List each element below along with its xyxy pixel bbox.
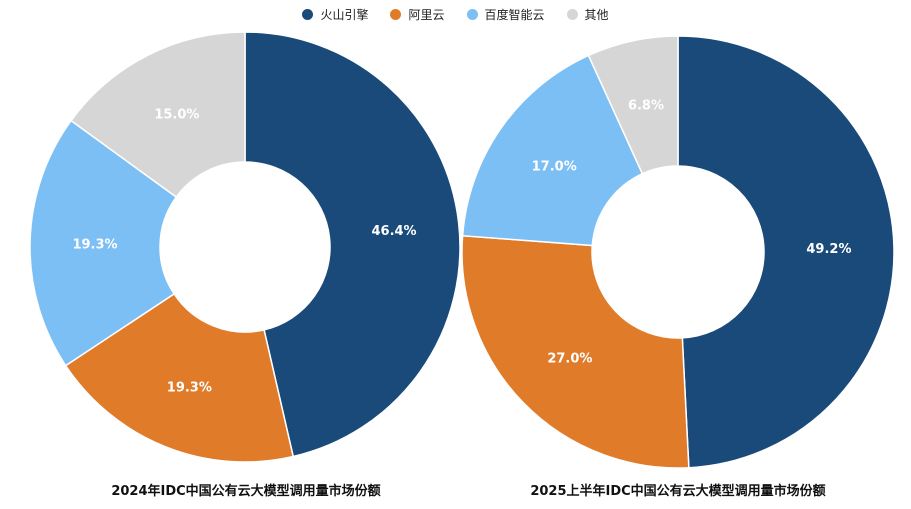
slice-label-0: 49.2% xyxy=(806,242,851,257)
donut-slice-3[interactable] xyxy=(587,35,679,175)
legend-dot xyxy=(390,8,402,20)
legend-dot xyxy=(302,8,314,20)
donut-slice-0[interactable] xyxy=(244,31,461,458)
legend-label: 阿里云 xyxy=(408,7,445,22)
slice-label-3: 6.8% xyxy=(628,98,664,113)
legend-label: 其他 xyxy=(584,7,609,22)
donut-slice-2[interactable] xyxy=(29,119,178,367)
slice-label-1: 19.3% xyxy=(167,380,212,395)
chart-title-2025h1: 2025上半年IDC中国公有云大模型调用量市场份额 xyxy=(530,484,826,499)
legend-label: 火山引擎 xyxy=(320,7,369,22)
legend-dot xyxy=(566,8,578,20)
donut-slice-1[interactable] xyxy=(461,234,690,469)
legend-item-aliyun[interactable]: 阿里云 xyxy=(390,6,445,23)
slice-label-2: 19.3% xyxy=(72,238,117,253)
slice-label-0: 46.4% xyxy=(371,224,416,239)
donut-slice-1[interactable] xyxy=(64,292,295,463)
donut-chart-2024: 46.4% 19.3% 19.3% 15.0% xyxy=(29,31,461,463)
legend-item-volcano[interactable]: 火山引擎 xyxy=(302,6,368,23)
slice-label-3: 15.0% xyxy=(154,107,199,122)
legend-dot xyxy=(466,8,478,20)
legend: 火山引擎 阿里云 百度智能云 其他 xyxy=(0,4,911,24)
legend-item-baidu[interactable]: 百度智能云 xyxy=(466,6,545,23)
slice-label-1: 27.0% xyxy=(547,351,592,366)
legend-label: 百度智能云 xyxy=(484,7,545,22)
chart-title-2024: 2024年IDC中国公有云大模型调用量市场份额 xyxy=(111,484,381,499)
donut-slice-0[interactable] xyxy=(677,35,895,469)
donut-slice-2[interactable] xyxy=(461,54,644,247)
legend-item-other[interactable]: 其他 xyxy=(566,6,609,23)
donut-slice-3[interactable] xyxy=(70,31,246,199)
donut-chart-2025h1: 49.2% 27.0% 17.0% 6.8% xyxy=(461,35,895,469)
slice-label-2: 17.0% xyxy=(532,160,577,175)
